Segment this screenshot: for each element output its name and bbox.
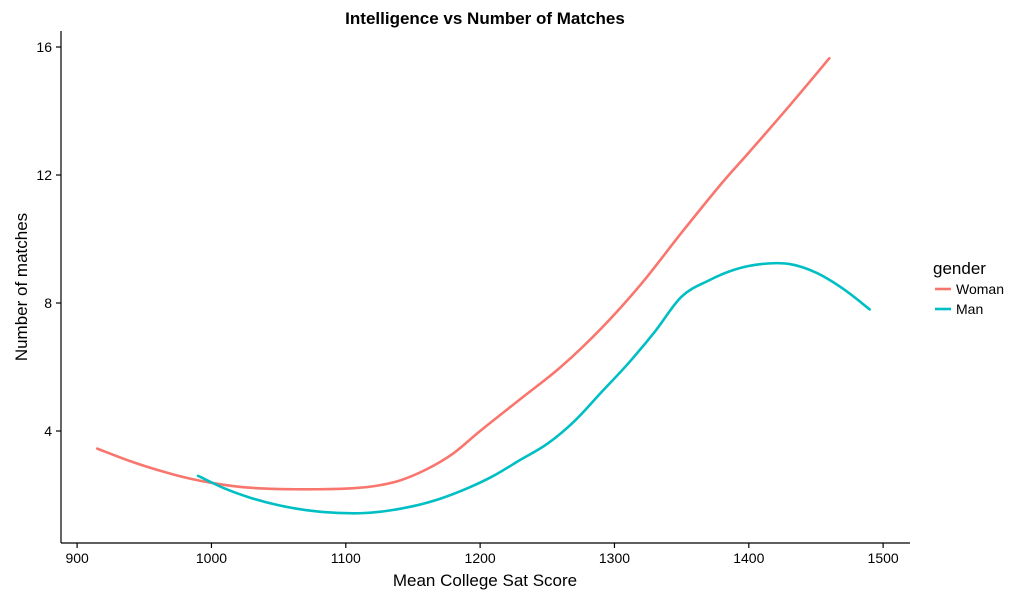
y-tick-label: 8: [44, 295, 52, 311]
y-tick-label: 16: [36, 39, 52, 55]
y-ticks: 4 8 12 16: [36, 39, 61, 439]
y-tick-label: 12: [36, 167, 52, 183]
x-tick-label: 1000: [196, 550, 227, 566]
x-tick-label: 1100: [331, 550, 361, 566]
legend-items: Woman Man: [935, 281, 1004, 317]
x-ticks: 900 1000 1100 1200 1300 1400 1500: [65, 543, 899, 566]
y-tick-label: 4: [44, 423, 52, 439]
legend-title: gender: [933, 259, 986, 278]
legend-label-woman: Woman: [956, 281, 1004, 297]
x-tick-label: 1200: [465, 550, 496, 566]
axes: 900 1000 1100 1200 1300 1400 1500 4 8 12 16: [36, 31, 910, 566]
y-axis-title: Number of matches: [12, 213, 31, 361]
series-layer: [95, 56, 871, 515]
x-tick-label: 1400: [733, 550, 764, 566]
x-tick-label: 1300: [599, 550, 630, 566]
series-line-woman: [95, 56, 831, 491]
series-line-man: [196, 261, 871, 515]
x-tick-label: 1500: [868, 550, 899, 566]
x-axis-title: Mean College Sat Score: [393, 571, 577, 590]
chart-title: Intelligence vs Number of Matches: [345, 9, 625, 28]
x-tick-label: 900: [65, 550, 89, 566]
legend-label-man: Man: [956, 301, 983, 317]
legend: gender Woman Man: [933, 259, 1004, 317]
